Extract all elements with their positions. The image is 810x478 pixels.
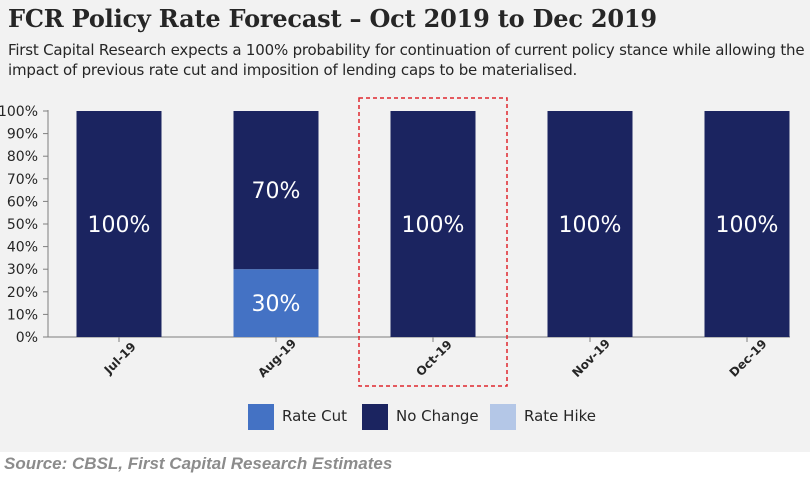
highlight-box-oct-19 (358, 97, 508, 387)
stacked-bar-chart: 0% 10% 20% 30% 40% 50% 60% 70% 80% 90% 100% 100% Jul… (0, 97, 790, 387)
y-tick-label: 50% (7, 217, 38, 233)
chart-subtitle: First Capital Research expects a 100% pr… (8, 41, 805, 79)
legend-swatch-rate-cut (248, 404, 274, 430)
y-tick-label: 60% (7, 194, 38, 210)
legend-label-rate-cut: Rate Cut (282, 407, 348, 425)
legend-label-rate-hike: Rate Hike (524, 407, 596, 425)
y-tick-label: 80% (7, 149, 38, 165)
bar-no-change-nov-19 (547, 111, 633, 337)
legend-swatch-rate-hike (490, 404, 516, 430)
x-tick-label-aug-19: Aug-19 (255, 336, 299, 380)
x-tick-label-oct-19: Oct-19 (413, 337, 455, 379)
bar-no-change-dec-19 (704, 111, 790, 337)
legend-swatch-no-change (362, 404, 388, 430)
data-label-no-change-aug-19: 70% (252, 179, 301, 204)
bar-no-change-oct-19 (390, 111, 476, 337)
x-tick-label-nov-19: Nov-19 (569, 336, 613, 380)
y-tick-label: 100% (0, 104, 38, 120)
source-note: Source: CBSL, First Capital Research Est… (4, 454, 393, 473)
chart-title: FCR Policy Rate Forecast – Oct 2019 to D… (8, 4, 657, 33)
y-tick-label: 10% (7, 307, 38, 323)
bar-rate-cut-aug-19 (233, 269, 319, 337)
y-tick-label: 40% (7, 240, 38, 256)
x-tick-label-dec-19: Dec-19 (727, 337, 770, 380)
bar-no-change-aug-19 (233, 111, 319, 270)
data-label-no-change-nov-19: 100% (559, 213, 622, 238)
data-label-rate-cut-aug-19: 30% (252, 292, 301, 317)
y-tick-label: 20% (7, 285, 38, 301)
y-tick-label: 30% (7, 262, 38, 278)
y-tick-label: 70% (7, 172, 38, 188)
data-label-no-change-dec-19: 100% (716, 213, 779, 238)
legend-label-no-change: No Change (396, 407, 479, 425)
chart-card: FCR Policy Rate Forecast – Oct 2019 to D… (0, 0, 810, 452)
bar-no-change-jul-19 (76, 111, 162, 337)
y-tick-label: 90% (7, 127, 38, 143)
x-tick-label-jul-19: Jul-19 (101, 339, 139, 377)
data-label-no-change-jul-19: 100% (88, 213, 151, 238)
y-tick-label: 0% (16, 330, 38, 346)
data-label-no-change-oct-19: 100% (402, 213, 465, 238)
